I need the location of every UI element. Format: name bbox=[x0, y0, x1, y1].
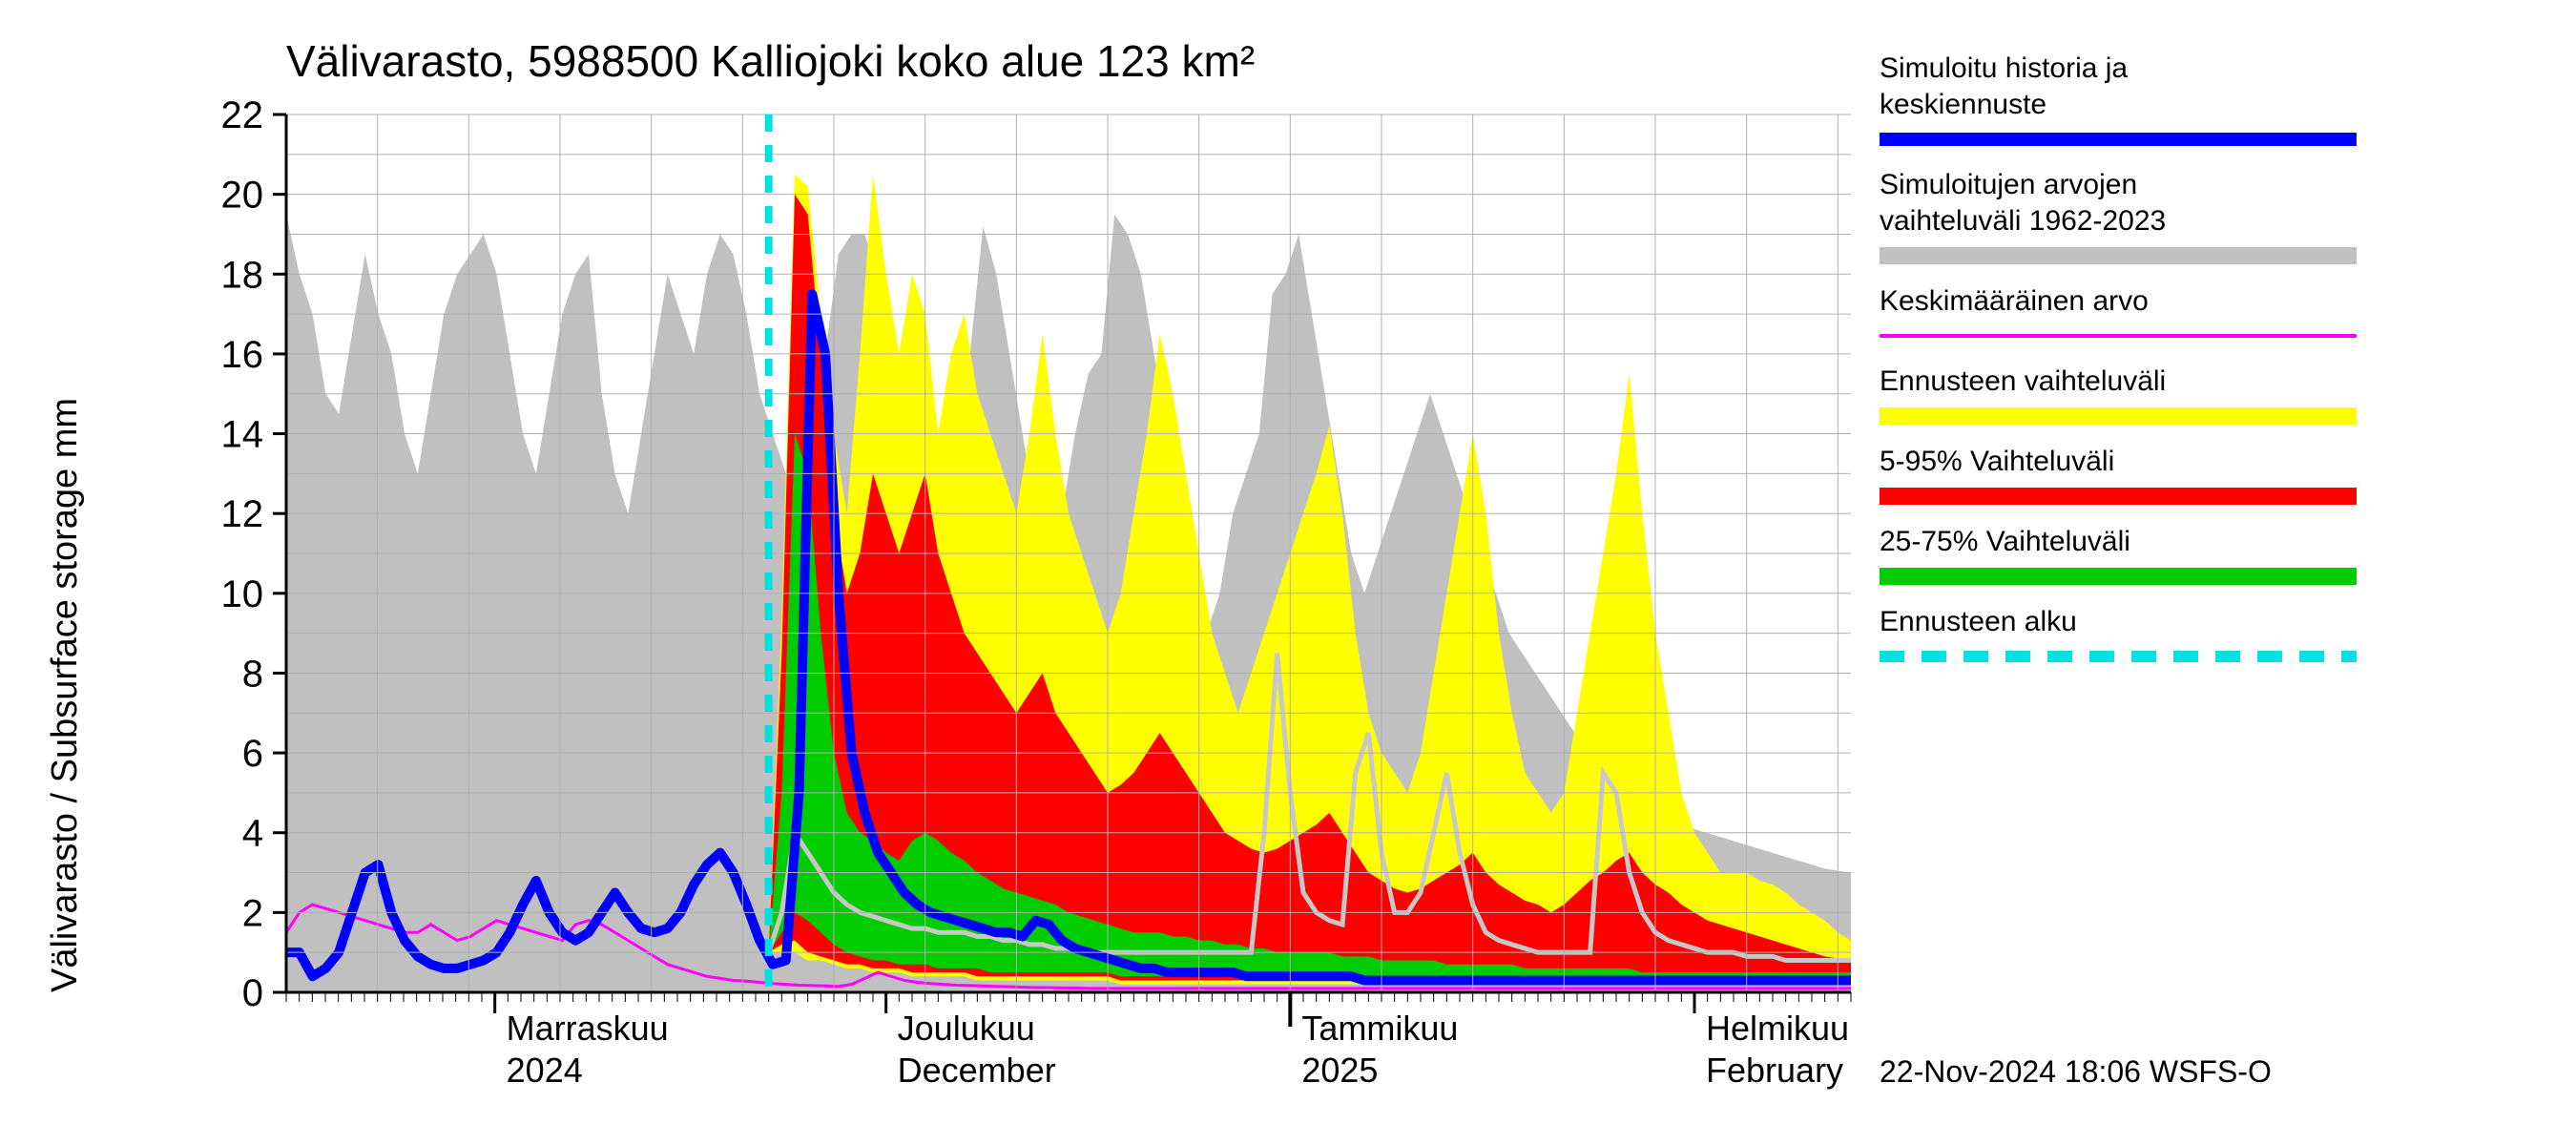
x-month-label: Marraskuu bbox=[507, 1009, 669, 1048]
y-tick-label: 16 bbox=[221, 334, 264, 376]
legend-label: Simuloitujen arvojen bbox=[1880, 169, 2137, 200]
x-month-label: Joulukuu bbox=[898, 1009, 1035, 1048]
x-month-label: Tammikuu bbox=[1301, 1009, 1458, 1048]
y-tick-label: 0 bbox=[242, 972, 263, 1014]
y-tick-label: 18 bbox=[221, 254, 264, 296]
chart-container: 0 2 4 6 8 10 12 14 16 18 20 22 Marraskuu2024 Joulukuu… bbox=[0, 0, 2576, 1145]
chart-title: Välivarasto, 5988500 Kalliojoki koko alu… bbox=[286, 36, 1255, 86]
y-tick-label: 4 bbox=[242, 813, 263, 855]
legend-swatch bbox=[1880, 407, 2357, 425]
y-axis-label: Välivarasto / Subsurface storage mm bbox=[45, 398, 85, 992]
y-tick-label: 14 bbox=[221, 414, 264, 456]
y-tick-label: 20 bbox=[221, 175, 264, 217]
y-tick-label: 12 bbox=[221, 493, 264, 535]
y-tick-label: 2 bbox=[242, 892, 263, 934]
legend-label: Simuloitu historia ja bbox=[1880, 52, 2128, 84]
x-month-label: Helmikuu bbox=[1706, 1009, 1849, 1048]
legend-label: 5-95% Vaihteluväli bbox=[1880, 446, 2114, 477]
x-month-sublabel: December bbox=[898, 1051, 1056, 1090]
legend-swatch bbox=[1880, 247, 2357, 264]
legend-label: vaihteluväli 1962-2023 bbox=[1880, 205, 2166, 237]
y-tick-label: 10 bbox=[221, 573, 264, 615]
chart-footer: 22-Nov-2024 18:06 WSFS-O bbox=[1880, 1054, 2272, 1089]
legend-label: 25-75% Vaihteluväli bbox=[1880, 526, 2130, 557]
legend-label: keskiennuste bbox=[1880, 89, 2046, 120]
x-month-sublabel: February bbox=[1706, 1051, 1843, 1090]
legend-swatch bbox=[1880, 568, 2357, 585]
legend-label: Keskimääräinen arvo bbox=[1880, 285, 2149, 317]
x-month-sublabel: 2024 bbox=[507, 1051, 583, 1090]
y-tick-label: 8 bbox=[242, 653, 263, 695]
legend-label: Ennusteen alku bbox=[1880, 606, 2077, 637]
y-tick-label: 6 bbox=[242, 733, 263, 775]
chart-svg: 0 2 4 6 8 10 12 14 16 18 20 22 Marraskuu2024 Joulukuu… bbox=[0, 0, 2576, 1145]
legend-swatch bbox=[1880, 488, 2357, 505]
x-month-sublabel: 2025 bbox=[1301, 1051, 1378, 1090]
y-tick-label: 22 bbox=[221, 94, 264, 136]
legend-label: Ennusteen vaihteluväli bbox=[1880, 365, 2166, 397]
